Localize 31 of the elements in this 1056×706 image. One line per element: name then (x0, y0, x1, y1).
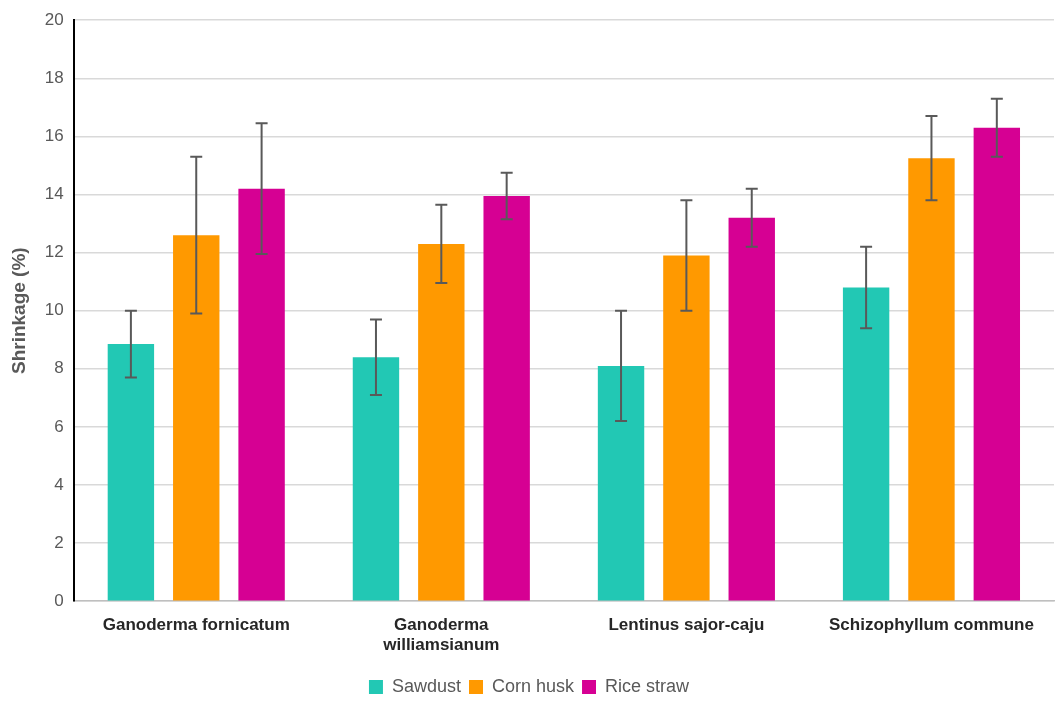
bar (173, 235, 220, 601)
y-axis-title: Shrinkage (%) (7, 247, 29, 375)
y-tick-label: 20 (44, 9, 64, 29)
y-tick-label: 6 (54, 416, 64, 436)
bar (973, 127, 1021, 601)
legend-label: Sawdust (391, 675, 461, 696)
bar (728, 217, 775, 601)
bar (107, 344, 155, 601)
bar (842, 287, 890, 601)
y-tick-label: 2 (54, 532, 64, 552)
y-tick-label: 4 (54, 474, 64, 494)
x-tick-label: Ganoderma williamsianum (382, 615, 500, 655)
bar (238, 188, 285, 601)
bar (908, 158, 955, 601)
y-tick-label: 16 (44, 126, 64, 146)
x-tick-label: Schizophyllum commune (828, 615, 1034, 635)
bar (418, 243, 465, 601)
bar (663, 255, 710, 601)
legend-label: Rice straw (605, 675, 691, 696)
bar (352, 357, 400, 601)
legend-label: Corn husk (491, 675, 576, 696)
y-tick-label: 12 (44, 242, 64, 262)
y-tick-label: 18 (44, 67, 64, 87)
y-tick-label: 10 (44, 300, 64, 320)
y-tick-label: 14 (44, 184, 64, 204)
y-tick-label: 8 (54, 358, 64, 378)
x-tick-label: Ganoderma fornicatum (102, 615, 290, 635)
bar (597, 365, 645, 601)
bar (483, 195, 530, 601)
y-tick-label: 0 (54, 590, 64, 610)
x-tick-label: Lentinus sajor-caju (608, 615, 765, 635)
